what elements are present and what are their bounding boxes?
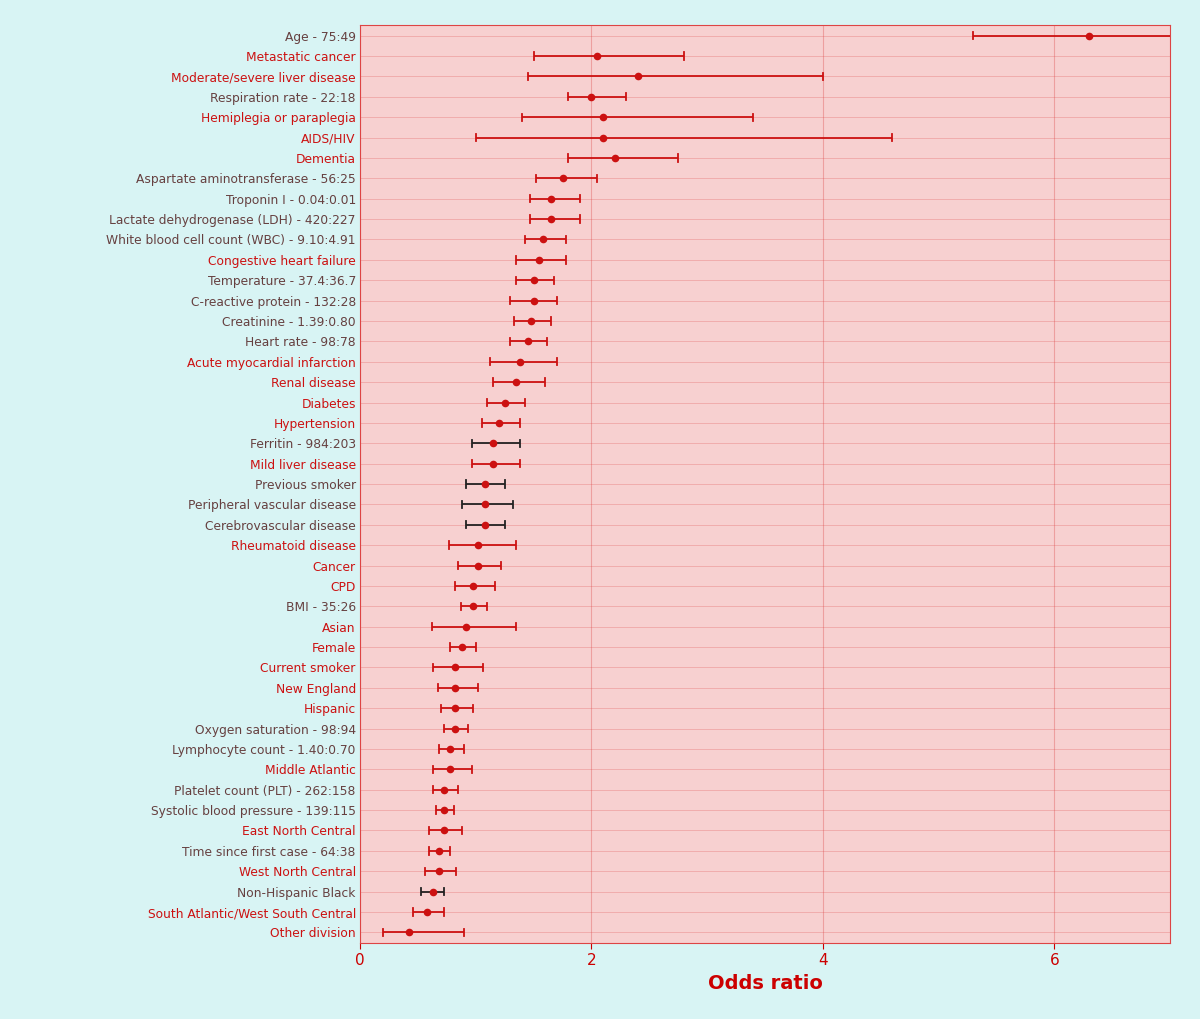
Bar: [360, 922, 1170, 943]
Bar: [360, 657, 1170, 678]
Bar: [360, 413, 1170, 433]
Bar: [360, 372, 1170, 392]
Bar: [360, 678, 1170, 698]
Bar: [360, 433, 1170, 453]
Bar: [360, 576, 1170, 596]
Bar: [360, 535, 1170, 555]
Bar: [360, 698, 1170, 718]
Bar: [360, 718, 1170, 739]
Bar: [360, 616, 1170, 637]
Bar: [360, 25, 1170, 46]
Bar: [360, 780, 1170, 800]
Bar: [360, 46, 1170, 66]
Bar: [360, 841, 1170, 861]
Bar: [360, 515, 1170, 535]
Bar: [360, 209, 1170, 229]
Bar: [360, 127, 1170, 148]
Bar: [360, 66, 1170, 87]
Bar: [360, 311, 1170, 331]
Bar: [360, 392, 1170, 413]
Bar: [360, 861, 1170, 881]
Bar: [360, 168, 1170, 189]
Bar: [360, 250, 1170, 270]
Bar: [360, 800, 1170, 820]
Bar: [360, 107, 1170, 127]
Bar: [360, 759, 1170, 780]
Bar: [360, 352, 1170, 372]
Bar: [360, 87, 1170, 107]
Bar: [360, 189, 1170, 209]
Bar: [360, 820, 1170, 841]
Bar: [360, 229, 1170, 250]
Bar: [360, 637, 1170, 657]
Bar: [360, 881, 1170, 902]
Bar: [360, 555, 1170, 576]
Bar: [360, 596, 1170, 616]
Bar: [360, 902, 1170, 922]
Bar: [360, 474, 1170, 494]
Bar: [360, 739, 1170, 759]
Bar: [360, 494, 1170, 515]
Bar: [360, 331, 1170, 352]
Bar: [360, 290, 1170, 311]
X-axis label: Odds ratio: Odds ratio: [708, 973, 822, 993]
Bar: [360, 453, 1170, 474]
Bar: [360, 270, 1170, 290]
Bar: [360, 148, 1170, 168]
